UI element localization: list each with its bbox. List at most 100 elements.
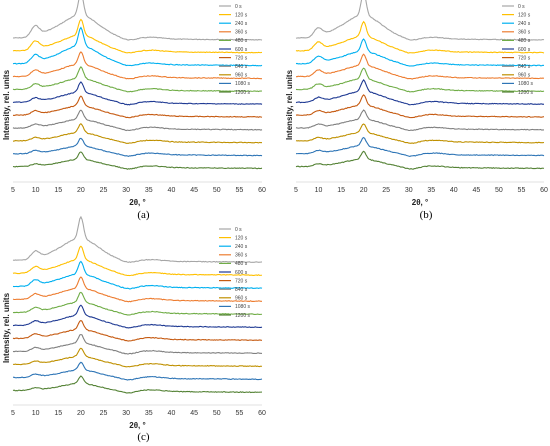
series-line-1080s — [12, 361, 263, 381]
panel-label: (a) — [137, 209, 150, 221]
x-tick-label: 50 — [495, 187, 503, 194]
series-line-480s — [12, 65, 263, 93]
x-axis-label: 2θ, ° — [129, 421, 145, 430]
legend-entry: 960 s — [235, 73, 248, 79]
x-tick-label: 10 — [32, 410, 40, 417]
legend-entry: 960 s — [235, 296, 248, 302]
series-line-120s — [295, 20, 545, 54]
x-axis-label: 2θ, ° — [129, 198, 145, 207]
x-tick-label: 5 — [294, 187, 298, 194]
legend-entry: 480 s — [518, 38, 531, 44]
series-line-600s — [12, 81, 263, 106]
legend-entry: 120 s — [235, 235, 248, 241]
x-tick-label: 10 — [315, 187, 323, 194]
x-tick-label: 20 — [360, 187, 368, 194]
series-line-960s — [12, 122, 263, 144]
panel-label: (b) — [420, 209, 433, 221]
x-tick-label: 5 — [11, 187, 15, 194]
x-tick-label: 30 — [122, 187, 130, 194]
legend-entry: 1080 s — [235, 81, 251, 87]
x-tick-label: 50 — [213, 187, 221, 194]
x-tick-label: 60 — [258, 187, 266, 194]
legend: 0 s 120 s 240 s 360 s 480 s 600 s 720 s 840 s 96… — [219, 227, 251, 319]
series-line-1200s — [12, 151, 263, 170]
series-line-360s — [12, 51, 263, 80]
legend-entry: 360 s — [235, 30, 248, 36]
x-tick-label: 60 — [258, 410, 266, 417]
x-tick-label: 40 — [450, 187, 458, 194]
series-line-960s — [12, 347, 263, 368]
series-line-720s — [295, 94, 545, 119]
x-tick-label: 35 — [145, 187, 153, 194]
x-tick-label: 30 — [122, 410, 130, 417]
series-line-0s — [295, 0, 545, 41]
series-line-600s — [12, 304, 263, 329]
x-tick-label: 5 — [11, 410, 15, 417]
legend-entry: 360 s — [235, 253, 248, 259]
x-tick-label: 25 — [100, 187, 108, 194]
legend-entry: 120 s — [235, 12, 248, 18]
legend: 0 s 120 s 240 s 360 s 480 s 600 s 720 s 840 s 96… — [502, 4, 534, 96]
x-tick-label: 15 — [337, 187, 345, 194]
panel-label: (c) — [137, 431, 150, 443]
legend-entry: 1080 s — [235, 304, 251, 310]
x-tick-label: 15 — [54, 187, 62, 194]
series-line-1080s — [12, 137, 263, 157]
series-line-480s — [12, 291, 263, 316]
x-tick-label: 35 — [145, 410, 153, 417]
legend-entry: 840 s — [518, 64, 531, 70]
chart-panel-2: 5 10 15 20 25 30 35 40 45 50 55 60 2θ, ° Intensity, r… — [285, 0, 548, 221]
x-tick-label: 50 — [213, 410, 221, 417]
x-tick-label: 15 — [54, 410, 62, 417]
legend-entry: 1200 s — [518, 90, 534, 96]
x-tick-label: 45 — [472, 187, 480, 194]
chart-panel-1: 5 10 15 20 25 30 35 40 45 50 55 60 2θ, ° Intensity, r… — [2, 0, 266, 221]
x-tick-label: 25 — [382, 187, 390, 194]
legend-entry: 0 s — [235, 227, 242, 233]
legend-entry: 1080 s — [518, 81, 534, 87]
x-tick-label: 30 — [405, 187, 413, 194]
series-line-240s — [12, 260, 263, 290]
x-tick-label: 55 — [235, 187, 243, 194]
x-tick-label: 40 — [168, 187, 176, 194]
series-line-0s — [12, 0, 263, 41]
series-line-1200s — [12, 375, 263, 394]
series-line-720s — [12, 319, 263, 342]
legend-entry: 0 s — [235, 4, 242, 10]
x-tick-label: 45 — [190, 410, 198, 417]
legend-entry: 1200 s — [235, 90, 251, 96]
legend-entry: 240 s — [518, 21, 531, 27]
series-line-360s — [12, 276, 263, 303]
series-line-0s — [12, 215, 263, 264]
x-tick-label: 55 — [518, 187, 526, 194]
x-tick-label: 25 — [100, 410, 108, 417]
legend-entry: 0 s — [518, 4, 525, 10]
y-axis-label: Intensity, rel. units — [2, 69, 11, 140]
legend-entry: 720 s — [235, 278, 248, 284]
series-line-240s — [295, 38, 545, 67]
legend-entry: 600 s — [235, 47, 248, 53]
x-tick-label: 20 — [77, 187, 85, 194]
series-line-360s — [295, 53, 545, 80]
legend-entry: 120 s — [518, 12, 531, 18]
legend-entry: 600 s — [235, 270, 248, 276]
series-line-840s — [12, 109, 263, 132]
series-line-120s — [12, 245, 263, 277]
series-line-1080s — [295, 136, 545, 157]
legend-entry: 600 s — [518, 47, 531, 53]
legend-entry: 1200 s — [235, 313, 251, 319]
series-line-960s — [295, 123, 545, 144]
x-tick-label: 55 — [235, 410, 243, 417]
legend-entry: 720 s — [235, 55, 248, 61]
x-tick-label: 20 — [77, 410, 85, 417]
series-line-840s — [12, 333, 263, 355]
x-tick-label: 40 — [168, 410, 176, 417]
legend-entry: 360 s — [518, 30, 531, 36]
series-line-720s — [12, 95, 263, 119]
legend-entry: 720 s — [518, 55, 531, 61]
y-axis-label: Intensity, rel. units — [2, 292, 11, 363]
legend-entry: 480 s — [235, 38, 248, 44]
legend-entry: 480 s — [235, 261, 248, 267]
x-tick-label: 35 — [427, 187, 435, 194]
